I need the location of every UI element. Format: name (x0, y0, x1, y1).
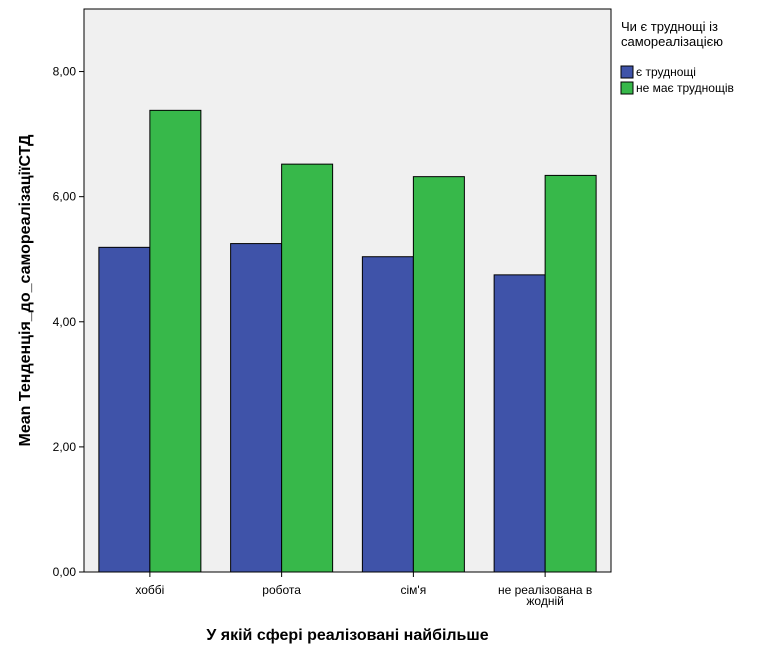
y-axis: 0,00 2,00 4,00 6,00 8,00 (53, 65, 84, 579)
bar-no-difficulties-2 (412, 176, 465, 573)
x-axis-title: У якій сфері реалізовані найбільше (206, 627, 488, 644)
x-axis: хоббі робота сім'я не реалізована в жодній (135, 572, 592, 608)
y-axis-title: Mean Тенденція_до_самореалізаціїСТД (17, 134, 34, 446)
legend-title: Чи є труднощі із самореалізацією (621, 19, 723, 49)
bar-has-difficulties-2 (361, 256, 414, 573)
y-tick-label: 4,00 (53, 315, 77, 329)
legend-swatch (620, 65, 634, 79)
bar-has-difficulties-0 (98, 246, 151, 573)
x-tick-label: сім'я (401, 583, 427, 597)
bar-has-difficulties-3 (493, 274, 546, 573)
y-tick-label: 8,00 (53, 65, 77, 79)
x-tick-label: не реалізована в жодній (498, 583, 592, 608)
legend-label: є труднощі (636, 65, 696, 79)
bars-group (98, 109, 597, 573)
bar-no-difficulties-1 (281, 163, 334, 573)
bar-has-difficulties-1 (230, 243, 283, 573)
y-tick-label: 0,00 (53, 565, 77, 579)
bar-no-difficulties-3 (544, 174, 597, 573)
bar-no-difficulties-0 (149, 109, 202, 573)
x-tick-label: хоббі (135, 583, 164, 597)
y-tick-label: 6,00 (53, 190, 77, 204)
legend: Чи є труднощі із самореалізацією є труднощ… (620, 19, 734, 95)
x-tick-label: робота (262, 583, 301, 597)
legend-label: не має труднощів (636, 81, 734, 95)
legend-swatch (620, 81, 634, 95)
y-tick-label: 2,00 (53, 440, 77, 454)
